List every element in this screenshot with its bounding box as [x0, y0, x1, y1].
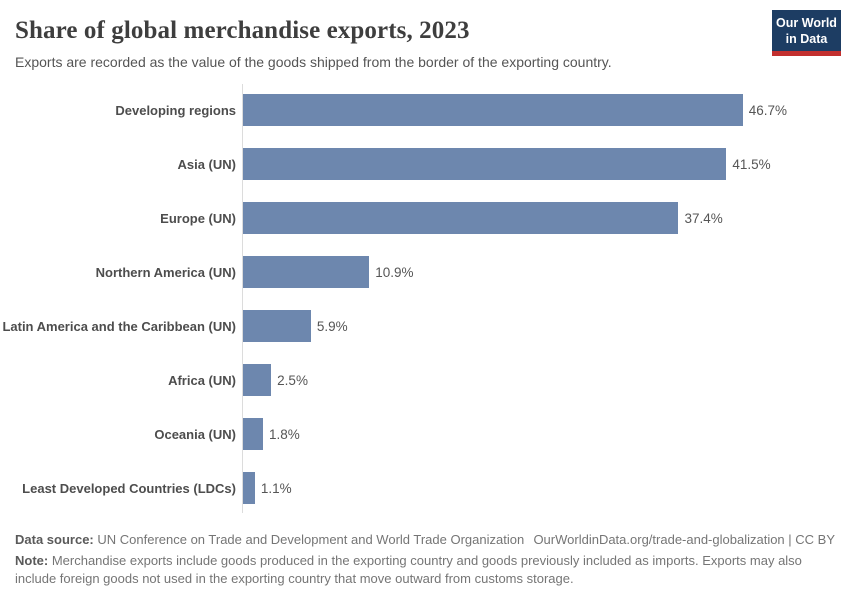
owid-logo[interactable]: Our World in Data: [772, 10, 841, 57]
bar-track: 10.9%: [242, 256, 787, 288]
value-label: 46.7%: [748, 102, 787, 118]
bar-row: Europe (UN) 37.4%: [0, 191, 850, 245]
value-label: 37.4%: [684, 210, 723, 226]
bar[interactable]: [242, 202, 679, 234]
bar-row: Oceania (UN) 1.8%: [0, 407, 850, 461]
bar-chart: Developing regions 46.7% Asia (UN) 41.5% Eur…: [0, 83, 850, 515]
bar-track: 5.9%: [242, 310, 787, 342]
bar-track: 37.4%: [242, 202, 787, 234]
chart-footer: Data source: UN Conference on Trade and …: [0, 532, 850, 588]
bar[interactable]: [242, 94, 743, 126]
category-label: Least Developed Countries (LDCs): [22, 480, 236, 496]
owid-logo-line1: Our World: [776, 16, 837, 30]
value-label: 10.9%: [375, 264, 414, 280]
category-label: Europe (UN): [160, 210, 236, 226]
bar-track: 2.5%: [242, 364, 787, 396]
category-label: Asia (UN): [177, 156, 236, 172]
category-label: Africa (UN): [168, 372, 236, 388]
category-label: Developing regions: [115, 102, 236, 118]
bar-track: 46.7%: [242, 94, 787, 126]
y-axis-line: [242, 84, 243, 513]
note-label: Note:: [15, 553, 49, 568]
bar-row: Africa (UN) 2.5%: [0, 353, 850, 407]
chart-rows: Developing regions 46.7% Asia (UN) 41.5% Eur…: [0, 83, 850, 515]
value-label: 41.5%: [732, 156, 771, 172]
data-source-text: Data source: UN Conference on Trade and …: [15, 532, 524, 547]
bar-row: Asia (UN) 41.5%: [0, 137, 850, 191]
owid-logo-line2: in Data: [785, 31, 828, 46]
note-block: Note: Merchandise exports include goods …: [15, 552, 835, 588]
bar-row: Least Developed Countries (LDCs) 1.1%: [0, 461, 850, 515]
category-label: Latin America and the Caribbean (UN): [2, 318, 236, 334]
bar-track: 1.8%: [242, 418, 787, 450]
value-label: 2.5%: [277, 372, 308, 388]
category-label: Northern America (UN): [95, 264, 236, 280]
bar[interactable]: [242, 418, 263, 450]
bar-row: Developing regions 46.7%: [0, 83, 850, 137]
bar-row: Latin America and the Caribbean (UN) 5.9%: [0, 299, 850, 353]
category-label: Oceania (UN): [154, 426, 236, 442]
bar-track: 41.5%: [242, 148, 787, 180]
value-label: 1.8%: [269, 426, 300, 442]
owid-link[interactable]: OurWorldinData.org/trade-and-globalizati…: [533, 532, 835, 547]
chart-subtitle: Exports are recorded as the value of the…: [15, 54, 612, 70]
note-text: Merchandise exports include goods produc…: [15, 553, 802, 586]
data-source-value: UN Conference on Trade and Development a…: [93, 532, 525, 547]
bar[interactable]: [242, 256, 370, 288]
chart-header: Share of global merchandise exports, 202…: [0, 0, 850, 70]
chart-title: Share of global merchandise exports, 202…: [15, 17, 470, 44]
value-label: 5.9%: [316, 318, 348, 334]
bar[interactable]: [242, 148, 727, 180]
data-source-label: Data source:: [15, 532, 94, 547]
bar-row: Northern America (UN) 10.9%: [0, 245, 850, 299]
bar[interactable]: [242, 472, 255, 504]
bar[interactable]: [242, 310, 311, 342]
bar[interactable]: [242, 364, 272, 396]
value-label: 1.1%: [260, 480, 292, 496]
source-line: Data source: UN Conference on Trade and …: [15, 532, 835, 547]
bar-track: 1.1%: [242, 472, 787, 504]
